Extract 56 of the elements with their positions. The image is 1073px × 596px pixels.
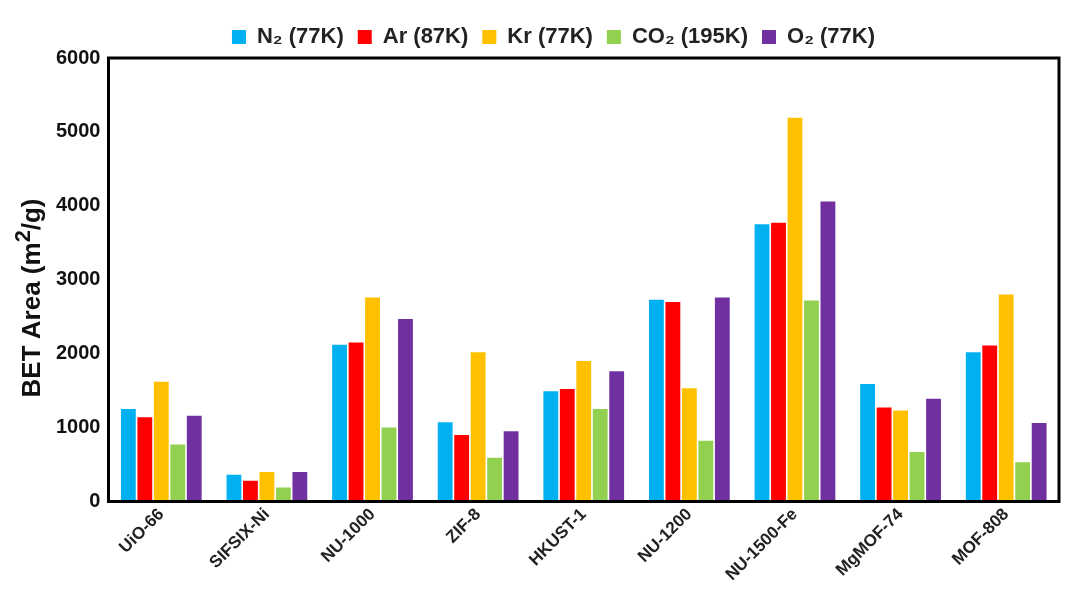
- bar: [170, 444, 186, 502]
- bar: [470, 352, 486, 502]
- y-tick-label: 3000: [55, 267, 101, 290]
- bar: [893, 410, 908, 502]
- bar: [381, 427, 397, 502]
- bar: [543, 391, 559, 502]
- bar: [398, 318, 413, 502]
- bar: [714, 297, 730, 502]
- bar: [876, 407, 892, 502]
- y-tick-label: 2000: [55, 341, 101, 364]
- y-tick-label: 4000: [55, 193, 101, 216]
- bar: [259, 471, 275, 502]
- bar: [137, 417, 153, 502]
- bar: [332, 344, 347, 502]
- bar: [348, 342, 364, 502]
- bar: [1031, 423, 1047, 502]
- bar: [576, 361, 592, 502]
- bar: [503, 431, 519, 502]
- bar: [275, 487, 291, 502]
- y-tick-label: 5000: [55, 119, 101, 142]
- bar: [771, 222, 786, 502]
- bar: [243, 480, 258, 502]
- bar: [559, 389, 575, 502]
- bar: [965, 352, 981, 502]
- bar: [186, 415, 202, 502]
- bar: [120, 409, 136, 502]
- bar: [909, 451, 925, 502]
- bar: [860, 383, 876, 502]
- bar: [454, 434, 470, 502]
- bar: [665, 301, 681, 502]
- legend-label: CO₂ (195K): [631, 23, 749, 49]
- legend-label: N₂ (77K): [256, 23, 344, 49]
- bar: [609, 371, 625, 502]
- bar: [292, 471, 308, 502]
- bar: [681, 388, 697, 502]
- bar: [1015, 462, 1031, 502]
- bar: [648, 299, 664, 502]
- legend-label: Ar (87K): [382, 23, 469, 49]
- legend-label: Kr (77K): [507, 23, 593, 49]
- bar: [804, 300, 819, 502]
- legend-label: O₂ (77K): [787, 23, 876, 49]
- bar: [820, 201, 836, 502]
- bar: [998, 294, 1014, 502]
- bar: [926, 398, 941, 502]
- bar: [487, 457, 503, 502]
- bar: [698, 440, 714, 502]
- bar: [153, 381, 169, 502]
- bar: [437, 422, 453, 502]
- bar: [787, 117, 803, 502]
- y-tick-label: 0: [89, 488, 101, 511]
- y-tick-label: 1000: [55, 415, 101, 438]
- bar: [754, 224, 770, 502]
- bar: [982, 345, 998, 502]
- y-tick-label: 6000: [55, 45, 101, 68]
- bar: [592, 409, 608, 502]
- bar: [365, 297, 380, 502]
